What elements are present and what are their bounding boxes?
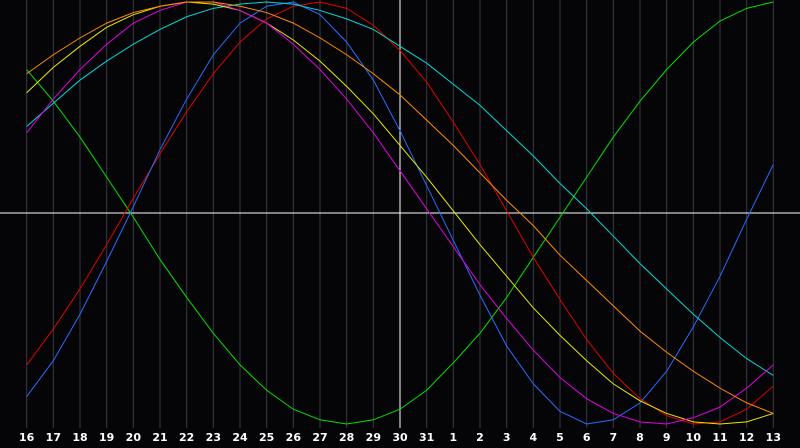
series-line <box>26 1 774 425</box>
x-tick-label: 7 <box>610 431 618 444</box>
x-tick-label: 26 <box>286 431 302 444</box>
x-tick-label: 30 <box>392 431 408 444</box>
x-tick-label: 10 <box>686 431 702 444</box>
x-tick-label: 2 <box>476 431 484 444</box>
x-tick-label: 3 <box>503 431 511 444</box>
x-tick-label: 31 <box>419 431 434 444</box>
x-tick-label: 13 <box>766 431 781 444</box>
x-tick-label: 22 <box>179 431 194 444</box>
x-tick-label: 1 <box>450 431 458 444</box>
x-tick-label: 6 <box>583 431 591 444</box>
x-tick-label: 19 <box>99 431 114 444</box>
x-tick-label: 5 <box>556 431 564 444</box>
x-tick-label: 16 <box>19 431 35 444</box>
x-tick-label: 4 <box>530 431 538 444</box>
series-line <box>26 1 774 425</box>
x-tick-label: 18 <box>72 431 87 444</box>
series-line <box>26 1 774 425</box>
series-line <box>26 1 774 376</box>
x-tick-label: 17 <box>46 431 61 444</box>
series-line <box>26 1 774 414</box>
x-tick-label: 23 <box>206 431 221 444</box>
x-tick-label: 24 <box>232 431 248 444</box>
x-tick-label: 28 <box>339 431 354 444</box>
series-line <box>26 1 774 425</box>
x-tick-label: 20 <box>126 431 142 444</box>
x-tick-label: 27 <box>312 431 327 444</box>
x-tick-label: 12 <box>739 431 754 444</box>
x-tick-label: 25 <box>259 431 274 444</box>
x-tick-label: 29 <box>366 431 381 444</box>
x-tick-label: 21 <box>152 431 167 444</box>
x-tick-label: 9 <box>663 431 671 444</box>
x-tick-label: 11 <box>712 431 727 444</box>
x-tick-label: 8 <box>636 431 644 444</box>
